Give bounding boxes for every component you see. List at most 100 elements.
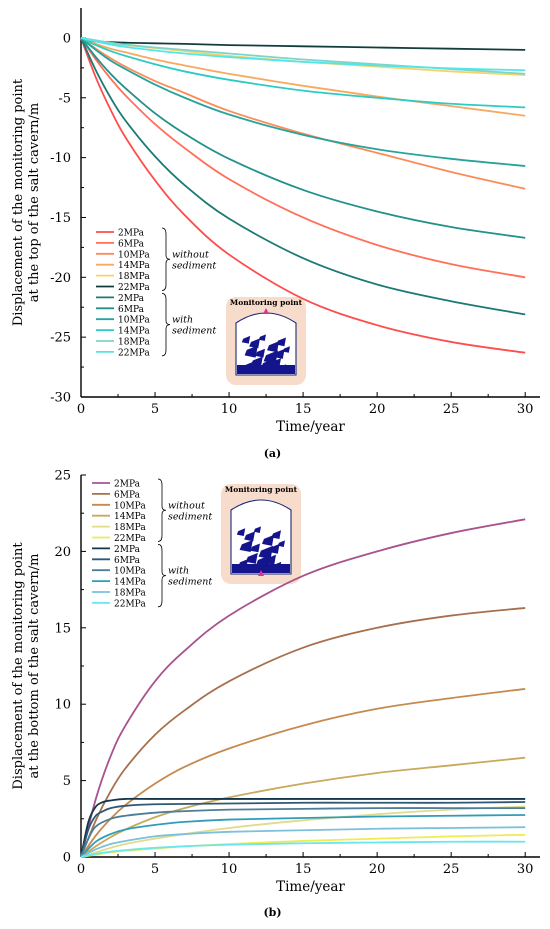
series-line-1 [80,37,526,279]
legend-label: 10MPa [114,567,146,577]
legend-brace [161,293,171,357]
y-tick-label: 0 [63,31,71,46]
series-line-3 [80,756,526,858]
sediment-block [265,554,276,565]
legend-label: 10MPa [118,316,150,326]
sediment-block [236,528,246,536]
sediment-block [267,341,279,353]
legend-label: 10MPa [114,501,146,511]
legend-label: 14MPa [114,512,146,522]
legend-group-label: sediment [168,577,212,588]
y-tick-label: -10 [50,151,71,166]
sediment-block [271,530,281,540]
y-tick-label: -15 [50,211,71,226]
legend-brace [157,478,167,542]
sediment-block [245,552,258,564]
salt-cavern-outline [235,312,297,376]
y-tick-label: 20 [54,545,71,560]
x-axis-title: Time/year [276,419,345,435]
monitoring-point-marker [258,570,264,576]
sediment-block [239,539,253,553]
monitoring-point-marker [263,308,269,314]
legend-brace [157,544,167,608]
legend-label: 22MPa [114,599,146,609]
legend-group-label: without [172,249,209,260]
legend-group-label: sediment [172,260,216,271]
x-tick-label: 10 [221,402,238,417]
sediment-block [277,540,285,547]
y-tick-label: -30 [50,391,71,406]
series-line-0 [80,518,526,858]
legend-label: 2MPa [114,480,141,490]
y-tick-label: -20 [50,271,71,286]
series-line-11 [80,37,526,72]
x-tick-label: 15 [295,402,312,417]
panel-label: (a) [264,447,282,460]
y-tick-label: -5 [58,91,71,106]
y-axis-title-line: Displacement of the monitoring point [11,78,26,326]
series-line-6 [80,37,526,316]
series-line-1 [80,607,526,858]
legend-group-label: with [172,315,193,326]
salt-cavern-outline [230,499,292,575]
y-tick-label: 10 [54,698,71,713]
sediment-block [244,531,255,542]
legend-label: 2MPa [118,229,145,239]
sediment-block [258,334,266,341]
legend-label: 6MPa [114,556,141,566]
series-line-2 [80,688,526,858]
sediment-block [276,337,286,347]
legend-group-label: sediment [172,326,216,337]
sediment-bed [232,564,290,573]
legend-group-label: without [168,500,205,511]
x-tick-label: 25 [443,862,460,877]
x-tick-label: 30 [517,402,534,417]
legend-label: 2MPa [118,294,145,304]
y-tick-label: 0 [63,851,71,866]
x-tick-label: 15 [295,862,312,877]
legend-label: 18MPa [118,338,150,348]
x-tick-label: 5 [151,862,159,877]
x-tick-label: 5 [151,402,159,417]
series-line-11 [80,840,526,858]
x-tick-label: 30 [517,862,534,877]
legend-brace [161,227,171,291]
x-axis-title: Time/year [276,879,345,895]
legend-label: 18MPa [114,523,146,533]
x-tick-label: 20 [369,402,386,417]
series-line-9 [80,37,526,109]
series-line-2 [80,37,526,190]
legend-group-label: sediment [168,511,212,522]
series-line-7 [80,37,526,239]
sediment-bed [237,365,295,374]
x-tick-label: 0 [77,862,85,877]
legend-group-label: with [168,566,189,577]
series-line-8 [80,37,526,167]
sediment-block [244,345,258,358]
x-tick-label: 0 [77,402,85,417]
x-tick-label: 25 [443,402,460,417]
x-tick-label: 20 [369,862,386,877]
chart-panel-a: 0 5 10 15 20 25 30 0 -5 -10 -15 -20 -25 -30 Time/year D… [11,8,540,460]
y-axis-title-line: Displacement of the monitoring point [11,542,26,790]
sediment-block [250,543,260,553]
legend-label: 22MPa [118,283,150,293]
series-line-6 [80,797,526,858]
series-line-10 [80,826,526,858]
sediment-block [253,526,261,533]
inset-label: Monitoring point [230,298,303,307]
panel-label: (b) [263,906,281,919]
legend-label: 22MPa [114,534,146,544]
series-line-9 [80,814,526,858]
legend: 2MPa6MPa10MPa14MPa18MPa22MPa2MPa6MPa10MP… [96,227,216,358]
legend-label: 14MPa [118,327,150,337]
legend-label: 2MPa [114,545,141,555]
legend-label: 22MPa [118,348,150,358]
y-tick-label: 25 [54,469,71,484]
y-tick-label: 5 [63,774,71,789]
legend-label: 10MPa [118,250,150,260]
y-axis-title-line: at the top of the salt cavern/m [27,103,42,303]
legend-label: 18MPa [118,272,150,282]
legend: 2MPa6MPa10MPa14MPa18MPa22MPa2MPa6MPa10MP… [92,478,212,609]
